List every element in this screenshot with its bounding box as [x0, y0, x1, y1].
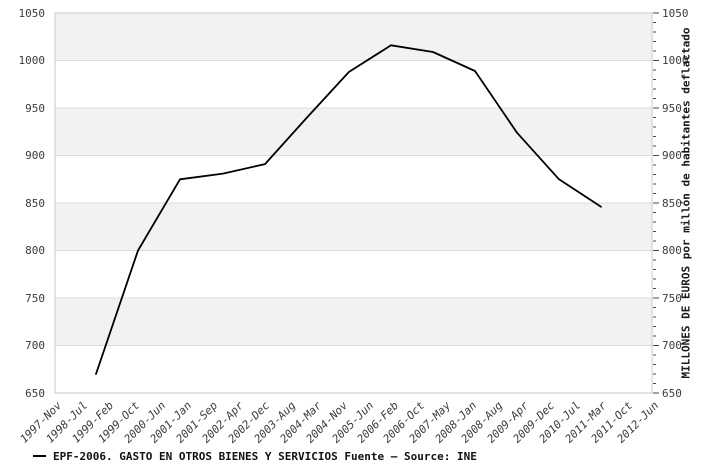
- y-tick-label: 950: [25, 101, 45, 115]
- y-right-tick-label: 900: [662, 149, 682, 162]
- y-tick-label: 800: [25, 244, 45, 257]
- y-right-tick-label: 800: [662, 244, 682, 257]
- y-tick-label: 850: [25, 196, 45, 210]
- plot-border: [54, 12, 653, 394]
- plot-band: [55, 203, 652, 251]
- plot-band: [55, 155, 652, 203]
- y-tick-label: 1050: [18, 6, 46, 20]
- legend-label: EPF-2006. GASTO EN OTROS BIENES Y SERVIC…: [53, 449, 477, 463]
- y-right-tick-label: 1000: [662, 54, 689, 67]
- y-right-tick-label: 750: [662, 291, 682, 305]
- legend-line-sample: [33, 455, 46, 457]
- y-tick-label: 900: [25, 149, 45, 162]
- y-right-tick-label: 700: [662, 339, 682, 352]
- y-tick-label: 750: [25, 291, 45, 305]
- y-right-tick-label: 950: [662, 101, 682, 115]
- plot-band: [55, 13, 652, 61]
- plot-band: [55, 298, 652, 346]
- data-line: [95, 44, 602, 375]
- legend: EPF-2006. GASTO EN OTROS BIENES Y SERVIC…: [33, 448, 477, 464]
- y-right-tick-label: 650: [662, 386, 682, 400]
- plot-band: [55, 108, 652, 156]
- right-axis-title: MILLONES DE EUROS por millón de habitant…: [679, 27, 693, 379]
- y-tick-label: 700: [25, 339, 45, 352]
- y-tick-label: 650: [25, 386, 45, 400]
- y-right-tick-label: 1050: [662, 6, 689, 20]
- y-tick-label: 1000: [18, 54, 46, 67]
- plot-band: [55, 345, 652, 393]
- plot-band: [55, 250, 652, 298]
- y-right-tick-label: 850: [662, 196, 682, 210]
- plot-band: [55, 60, 652, 108]
